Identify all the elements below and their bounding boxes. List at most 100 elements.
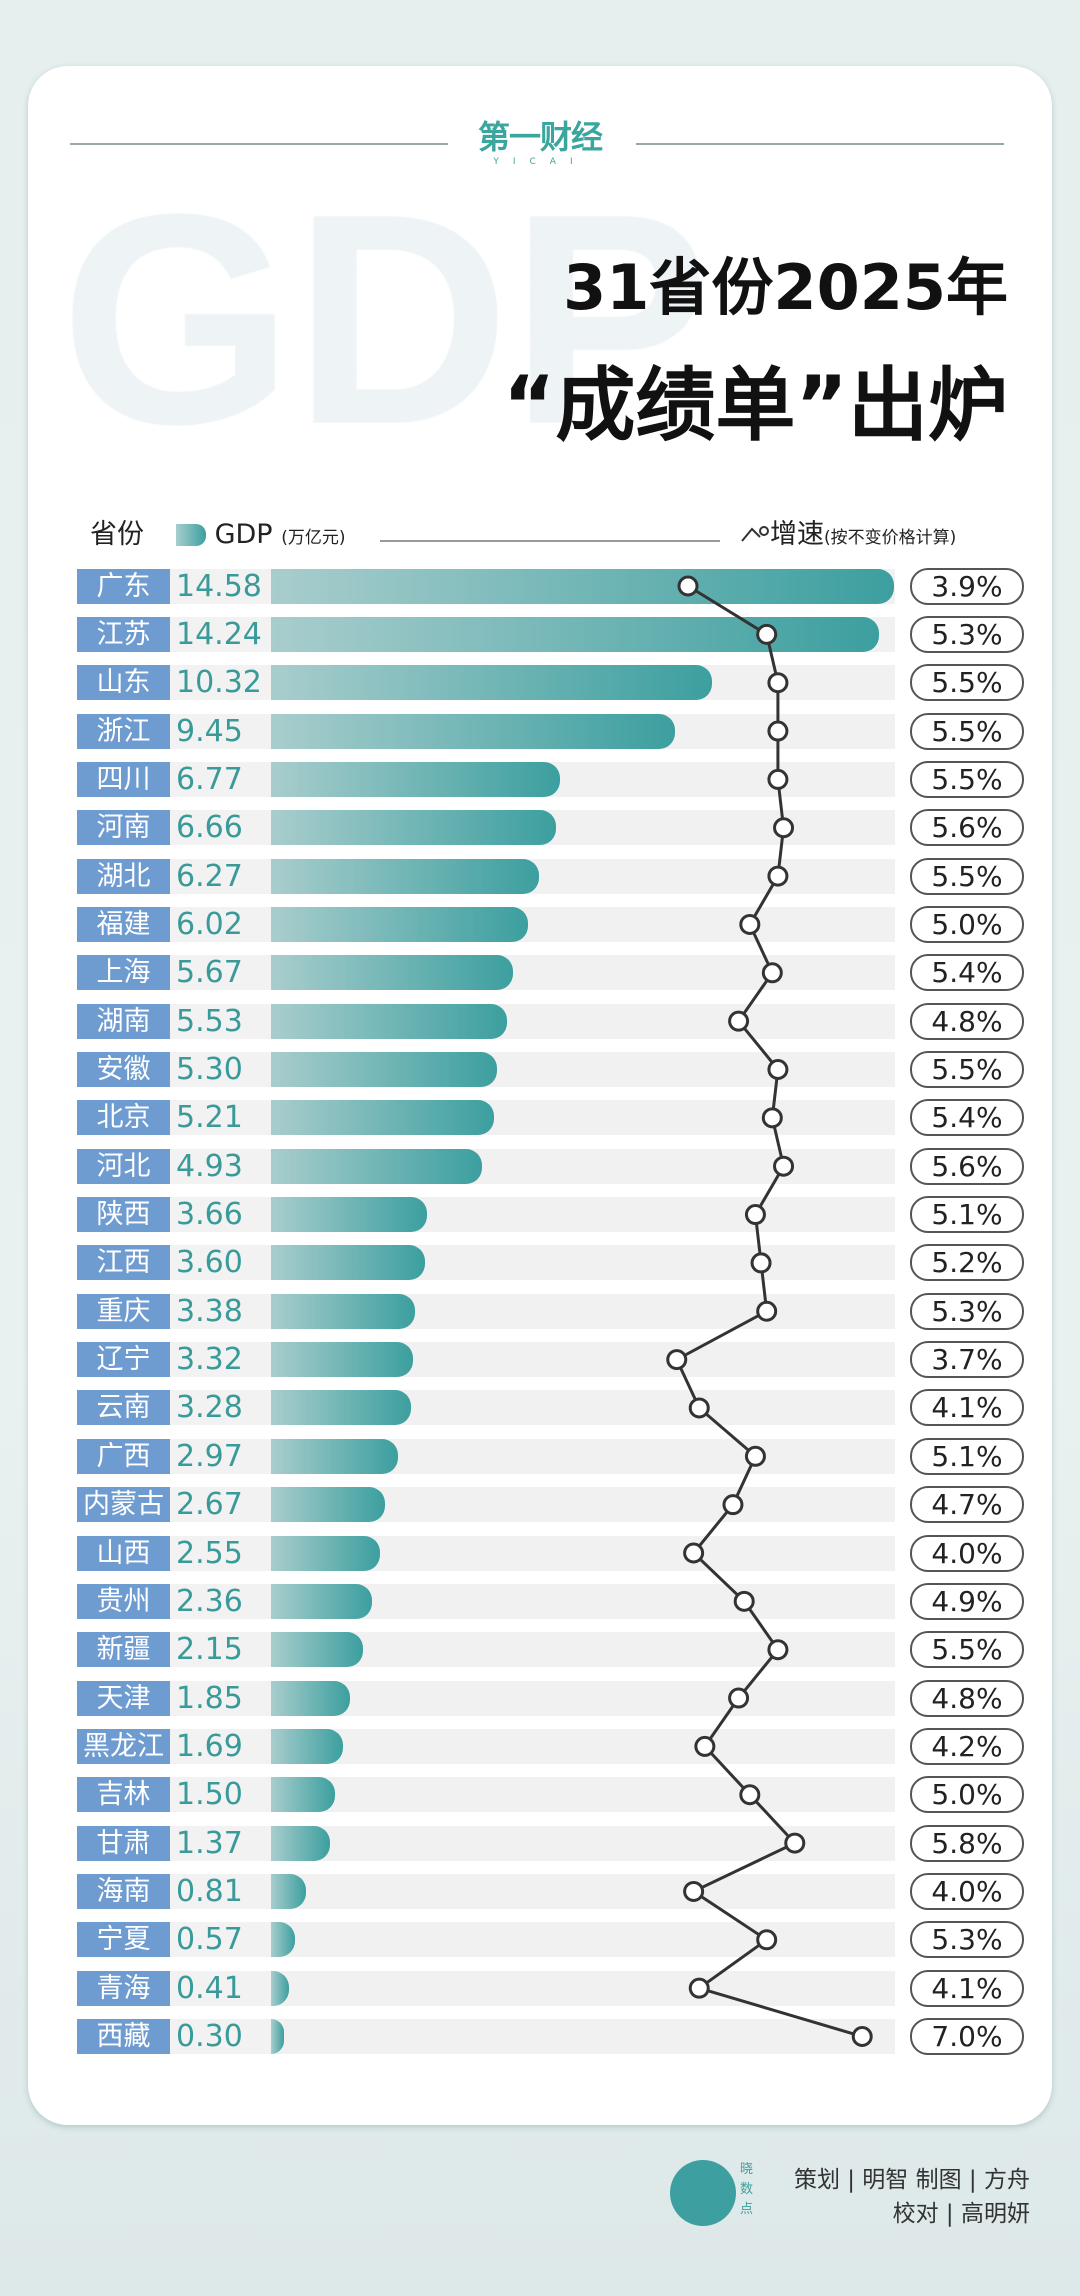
province-label: 西藏 (77, 2019, 170, 2054)
gdp-bar (271, 1438, 398, 1474)
legend-gdp: GDP (万亿元) (176, 515, 345, 558)
gdp-bar (271, 1148, 482, 1184)
province-label: 内蒙古 (77, 1487, 170, 1523)
gdp-bar (271, 1825, 330, 1861)
growth-value-label: 5.5% (910, 664, 1024, 702)
gdp-value-label: 5.53 (170, 1003, 271, 1039)
gdp-bar (271, 1728, 344, 1764)
growth-value-label: 4.0% (910, 1872, 1024, 1910)
bar-track (271, 2019, 895, 2054)
gdp-value-label: 1.85 (170, 1680, 271, 1716)
title-line1: 31省份2025年 (563, 251, 1008, 324)
growth-point (722, 1494, 744, 1516)
province-label: 山西 (77, 1535, 170, 1571)
growth-value-label: 5.4% (910, 1099, 1024, 1137)
province-label: 甘肃 (77, 1825, 170, 1861)
growth-point (750, 1252, 772, 1274)
credits: 策划 | 明智 制图 | 方舟 校对 | 高明妍 (794, 2163, 1030, 2231)
growth-point (756, 623, 778, 645)
growth-point (756, 1929, 778, 1951)
legend-province: 省份 (90, 519, 144, 550)
gdp-bar (271, 1632, 363, 1668)
growth-value-label: 4.8% (910, 1679, 1024, 1717)
line-marker-icon (741, 526, 769, 542)
province-label: 北京 (77, 1100, 170, 1136)
growth-point (773, 1155, 795, 1177)
gdp-bar (271, 761, 561, 797)
bar-track (271, 1680, 895, 1716)
growth-point (767, 720, 789, 742)
growth-point (761, 1107, 783, 1129)
growth-value-label: 4.0% (910, 1534, 1024, 1572)
legend-gdp-unit: (万亿元) (281, 528, 346, 548)
province-label: 广东 (77, 568, 170, 604)
legend-gdp-label: GDP (214, 519, 273, 550)
gdp-value-label: 2.15 (170, 1632, 271, 1668)
growth-value-label: 5.5% (910, 1631, 1024, 1669)
gdp-value-label: 0.41 (170, 1970, 271, 2006)
growth-value-label: 4.2% (910, 1727, 1024, 1765)
gdp-bar (271, 1583, 372, 1619)
growth-value-label: 3.7% (910, 1341, 1024, 1379)
growth-value-label: 5.3% (910, 1921, 1024, 1959)
province-label: 黑龙江 (77, 1728, 170, 1764)
growth-value-label: 5.0% (910, 1776, 1024, 1814)
growth-value-label: 5.5% (910, 857, 1024, 895)
gdp-value-label: 5.21 (170, 1100, 271, 1136)
bar-track (271, 1583, 895, 1619)
legend-growth: 增速(按不变价格计算) (740, 515, 956, 558)
gdp-bar (271, 1873, 306, 1909)
growth-value-label: 4.1% (910, 1969, 1024, 2007)
gdp-bar (271, 568, 894, 604)
gdp-bar (271, 1535, 380, 1571)
province-label: 上海 (77, 955, 170, 991)
growth-value-label: 3.9% (910, 567, 1024, 605)
province-label: 辽宁 (77, 1342, 170, 1378)
divider (70, 143, 448, 145)
gdp-value-label: 2.67 (170, 1487, 271, 1523)
bar-track (271, 1777, 895, 1813)
gdp-value-label: 0.81 (170, 1873, 271, 1909)
growth-value-label: 5.3% (910, 615, 1024, 653)
gdp-value-label: 3.32 (170, 1342, 271, 1378)
gdp-value-label: 5.67 (170, 955, 271, 991)
gdp-value-label: 4.93 (170, 1148, 271, 1184)
growth-point (767, 865, 789, 887)
gdp-value-label: 14.24 (170, 616, 271, 652)
gdp-bar (271, 955, 514, 991)
province-label: 青海 (77, 1970, 170, 2006)
gdp-value-label: 3.60 (170, 1245, 271, 1281)
gdp-bar (271, 1003, 508, 1039)
growth-value-label: 5.6% (910, 1147, 1024, 1185)
gdp-value-label: 2.55 (170, 1535, 271, 1571)
footer-logo-text: 晓数点 (740, 2162, 754, 2217)
gdp-bar (271, 1245, 425, 1281)
growth-value-label: 4.9% (910, 1582, 1024, 1620)
logo-text: 第一财经 (477, 118, 603, 156)
growth-point (683, 1880, 705, 1902)
gdp-value-label: 14.58 (170, 568, 271, 604)
gdp-bar (271, 1293, 416, 1329)
growth-value-label: 5.1% (910, 1437, 1024, 1475)
growth-point (728, 1010, 750, 1032)
province-label: 江苏 (77, 616, 170, 652)
growth-value-label: 4.1% (910, 1389, 1024, 1427)
province-label: 四川 (77, 761, 170, 797)
province-label: 湖北 (77, 858, 170, 894)
province-label: 江西 (77, 1245, 170, 1281)
gdp-bar (271, 858, 539, 894)
growth-point (767, 1639, 789, 1661)
gdp-value-label: 0.57 (170, 1922, 271, 1958)
growth-point (728, 1687, 750, 1709)
province-label: 山东 (77, 665, 170, 701)
title-line2: “成绩单”出炉 (502, 359, 1008, 452)
growth-point (666, 1349, 688, 1371)
gdp-bar (271, 713, 675, 749)
growth-point (688, 1977, 710, 1999)
gdp-bar (271, 810, 556, 846)
bar-track (271, 1728, 895, 1764)
growth-point (784, 1832, 806, 1854)
bar-track (271, 1922, 895, 1958)
yicai-logo: 第一财经 YICAI (470, 118, 610, 168)
